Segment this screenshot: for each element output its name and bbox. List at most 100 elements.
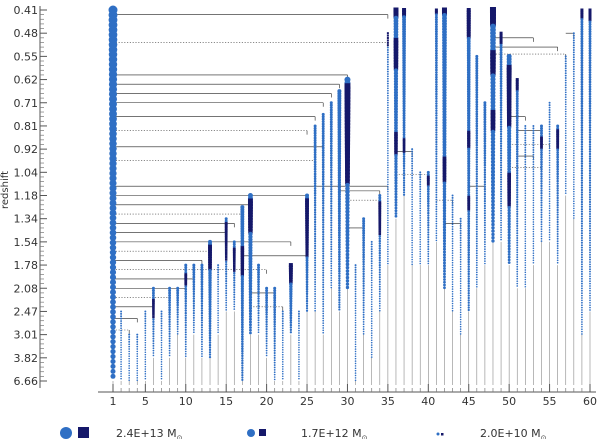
halo-circle: [589, 143, 591, 145]
halo-circle: [322, 216, 324, 218]
halo-circle: [322, 301, 324, 303]
halo-circle: [549, 172, 551, 174]
halo-circle: [581, 211, 583, 213]
halo-circle: [330, 190, 332, 192]
halo-circle: [476, 219, 478, 221]
halo-circle: [565, 135, 567, 137]
halo-circle: [330, 147, 333, 150]
halo-circle: [540, 168, 542, 170]
halo-circle: [467, 261, 469, 263]
halo-circle: [387, 196, 389, 198]
halo-circle: [452, 293, 454, 295]
halo-circle: [298, 320, 300, 322]
halo-circle: [355, 367, 357, 369]
halo-circle: [225, 268, 227, 270]
halo-circle: [581, 57, 584, 60]
branch-column: [305, 194, 309, 386]
halo-circle: [322, 219, 324, 221]
halo-circle: [411, 204, 413, 206]
halo-circle: [484, 188, 486, 190]
halo-circle: [468, 302, 470, 304]
halo-circle: [484, 241, 486, 243]
halo-circle: [589, 251, 591, 253]
halo-circle: [411, 259, 413, 261]
halo-circle: [484, 263, 486, 265]
halo-circle: [394, 182, 397, 185]
halo-circle: [419, 183, 421, 185]
halo-circle: [185, 314, 187, 316]
halo-circle: [500, 114, 502, 116]
halo-circle: [120, 371, 122, 373]
halo-circle: [556, 158, 559, 161]
halo-square: [378, 228, 381, 231]
halo-circle: [371, 344, 373, 346]
halo-circle: [549, 239, 551, 241]
halo-circle: [452, 255, 454, 257]
halo-circle: [282, 320, 284, 322]
halo-circle: [144, 323, 146, 325]
halo-circle: [193, 283, 196, 286]
halo-circle: [581, 220, 583, 222]
halo-circle: [549, 184, 551, 186]
halo-circle: [549, 227, 551, 229]
halo-circle: [330, 188, 332, 190]
halo-circle: [273, 325, 275, 327]
halo-circle: [581, 321, 583, 323]
halo-circle: [525, 262, 527, 264]
halo-circle: [387, 258, 389, 260]
halo-circle: [241, 328, 244, 331]
halo-circle: [573, 200, 575, 202]
halo-circle: [556, 151, 559, 154]
halo-circle: [257, 276, 260, 279]
halo-circle: [411, 158, 413, 160]
legend-mass-large: 2.4E+13 M⊙: [116, 427, 183, 439]
halo-circle: [314, 250, 316, 252]
halo-circle: [581, 256, 583, 258]
halo-circle: [500, 191, 502, 193]
halo-square: [378, 216, 381, 219]
halo-circle: [549, 229, 551, 231]
halo-circle: [185, 329, 187, 331]
halo-circle: [257, 297, 259, 299]
halo-circle: [338, 253, 341, 256]
halo-circle: [249, 315, 252, 318]
halo-circle: [549, 123, 551, 125]
halo-circle: [346, 273, 349, 276]
halo-circle: [525, 267, 527, 269]
halo-circle: [573, 196, 575, 198]
halo-circle: [476, 137, 479, 140]
halo-circle: [363, 287, 365, 289]
halo-circle: [524, 147, 526, 149]
halo-circle: [467, 246, 470, 249]
halo-circle: [338, 304, 340, 306]
halo-circle: [516, 158, 518, 160]
halo-circle: [500, 171, 502, 173]
halo-circle: [419, 174, 421, 176]
halo-circle: [152, 328, 154, 330]
halo-circle: [533, 163, 535, 165]
halo-circle: [483, 125, 486, 128]
halo-circle: [387, 136, 389, 138]
halo-circle: [467, 210, 470, 213]
halo-circle: [362, 256, 365, 259]
halo-circle: [508, 247, 511, 250]
halo-circle: [322, 207, 324, 209]
halo-circle: [152, 330, 154, 332]
halo-circle: [516, 153, 519, 156]
halo-circle: [322, 310, 324, 312]
halo-circle: [491, 209, 495, 213]
halo-circle: [355, 310, 357, 312]
halo-circle: [452, 252, 454, 254]
halo-circle: [379, 264, 381, 266]
halo-circle: [524, 188, 526, 190]
halo-circle: [209, 349, 211, 351]
halo-circle: [500, 102, 503, 105]
halo-circle: [452, 245, 454, 247]
halo-circle: [557, 223, 559, 225]
halo-circle: [516, 285, 518, 287]
halo-circle: [403, 133, 406, 136]
halo-circle: [540, 161, 543, 164]
halo-circle: [314, 149, 317, 152]
halo-circle: [330, 241, 332, 243]
halo-circle: [330, 159, 333, 162]
